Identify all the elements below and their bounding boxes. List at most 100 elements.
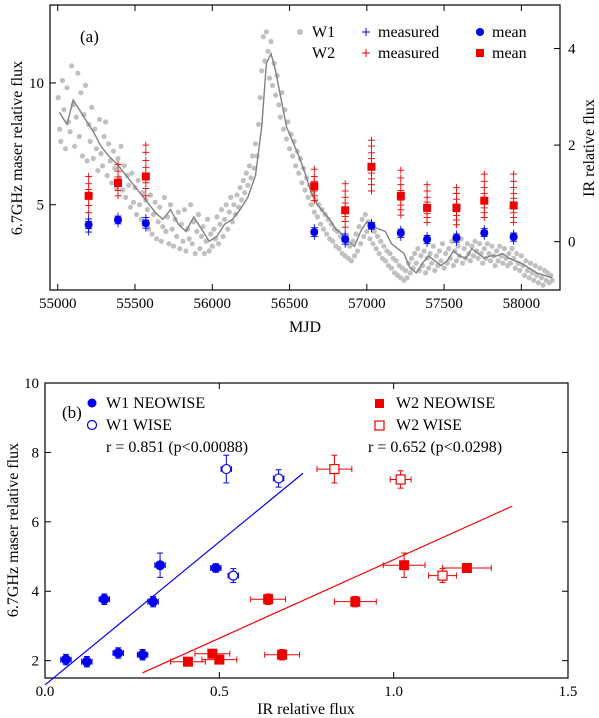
maser-point bbox=[348, 258, 354, 264]
maser-point bbox=[189, 241, 195, 247]
panel-b-frame bbox=[44, 382, 569, 679]
legend-w2-neowise: W2 NEOWISE bbox=[396, 395, 495, 412]
maser-point bbox=[426, 265, 432, 271]
w2-measured-point bbox=[341, 193, 349, 201]
maser-point bbox=[129, 170, 135, 176]
maser-point bbox=[72, 143, 78, 149]
maser-point bbox=[163, 228, 169, 235]
w2-measured-point bbox=[142, 192, 150, 200]
maser-point bbox=[500, 260, 506, 266]
w2-measured-point bbox=[341, 187, 349, 195]
maser-point bbox=[521, 272, 528, 278]
w1-mean-point bbox=[367, 221, 376, 230]
maser-point bbox=[277, 114, 283, 120]
maser-point bbox=[109, 180, 115, 186]
maser-point bbox=[347, 243, 353, 249]
maser-point bbox=[477, 241, 483, 247]
maser-point bbox=[475, 255, 481, 261]
maser-point bbox=[461, 246, 467, 252]
maser-point bbox=[517, 267, 523, 274]
legend-w1-neowise: W1 NEOWISE bbox=[106, 395, 205, 412]
maser-point bbox=[266, 75, 273, 81]
maser-point bbox=[239, 197, 245, 203]
maser-point bbox=[138, 216, 144, 222]
maser-point bbox=[198, 233, 205, 239]
maser-point bbox=[222, 216, 228, 222]
maser-point bbox=[180, 238, 186, 244]
maser-point bbox=[263, 29, 269, 35]
maser-point bbox=[82, 82, 89, 88]
maser-point bbox=[422, 270, 429, 276]
maser-point bbox=[217, 221, 223, 227]
maser-point bbox=[209, 243, 215, 249]
maser-point bbox=[73, 114, 79, 120]
maser-point bbox=[472, 238, 478, 244]
fit-line-w2 bbox=[142, 505, 513, 674]
maser-point bbox=[324, 231, 330, 237]
w1-neowise-point bbox=[112, 647, 124, 659]
maser-point bbox=[78, 90, 84, 96]
legend-w1-measured-marker bbox=[362, 28, 370, 36]
maser-point bbox=[249, 153, 256, 159]
maser-point bbox=[93, 146, 99, 152]
maser-point bbox=[256, 121, 262, 127]
w2-mean-point bbox=[452, 203, 461, 212]
w2-measured-point bbox=[367, 187, 375, 195]
w1-mean-point bbox=[310, 228, 319, 237]
w1-wise-point bbox=[220, 454, 233, 484]
legend-a: W1 measured mean W2 measured mean bbox=[297, 24, 527, 62]
maser-point bbox=[524, 267, 531, 274]
maser-point bbox=[427, 250, 433, 257]
maser-point bbox=[110, 148, 116, 154]
maser-point bbox=[299, 180, 305, 186]
w2-measured-point bbox=[423, 181, 431, 189]
maser-point bbox=[268, 38, 274, 45]
y-tick-label: 10 bbox=[24, 376, 39, 392]
maser-point bbox=[84, 158, 90, 164]
w2-measured-point bbox=[423, 187, 431, 195]
maser-point bbox=[104, 172, 110, 179]
w2-neowise-point bbox=[264, 649, 301, 661]
legend-w2-neowise-marker bbox=[375, 399, 384, 408]
legend-w2-measured: measured bbox=[378, 45, 439, 62]
y-tick-label: 4 bbox=[32, 584, 40, 600]
w2-neowise-point bbox=[382, 552, 426, 578]
panel-b: 0.0 0.5 1.0 1.5 2 4 6 8 10 (b) IR relative flux… bbox=[5, 376, 577, 718]
w2-measured-point bbox=[85, 201, 93, 209]
maser-point bbox=[353, 231, 359, 237]
w2-measured-point bbox=[310, 165, 318, 173]
maser-point bbox=[404, 275, 410, 281]
legend-w1-neowise-marker bbox=[87, 398, 97, 408]
w2-measured-point bbox=[480, 170, 488, 178]
maser-point bbox=[127, 204, 133, 210]
w2-measured-point bbox=[114, 167, 122, 175]
maser-point bbox=[197, 246, 203, 252]
maser-point bbox=[57, 126, 63, 132]
w2-mean-point bbox=[310, 182, 319, 191]
w2-measured-point bbox=[423, 193, 431, 201]
maser-point bbox=[438, 258, 444, 264]
maser-point bbox=[336, 246, 342, 252]
maser-point bbox=[486, 250, 492, 257]
maser-point bbox=[243, 170, 249, 176]
maser-point bbox=[103, 119, 109, 125]
maser-point bbox=[90, 155, 96, 162]
x-axis-label: IR relative flux bbox=[257, 701, 355, 718]
maser-point bbox=[283, 136, 290, 142]
legend-w1-mean: mean bbox=[492, 24, 527, 41]
maser-point bbox=[532, 263, 538, 269]
maser-point bbox=[358, 241, 364, 247]
w2-neowise-point bbox=[250, 593, 287, 605]
y2-tick-label: 4 bbox=[568, 41, 576, 57]
w2-measured-point bbox=[341, 180, 349, 188]
legend-w2-mean-marker bbox=[476, 49, 484, 57]
maser-point bbox=[228, 194, 234, 200]
maser-point bbox=[481, 246, 487, 252]
w1-mean-point bbox=[341, 235, 350, 244]
maser-point bbox=[200, 224, 206, 230]
maser-point bbox=[378, 238, 384, 244]
maser-point bbox=[231, 202, 237, 208]
w2-measured-point bbox=[142, 141, 150, 149]
legend-b-right: W2 NEOWISE W2 WISE r = 0.652 (p<0.0298) bbox=[368, 395, 502, 456]
